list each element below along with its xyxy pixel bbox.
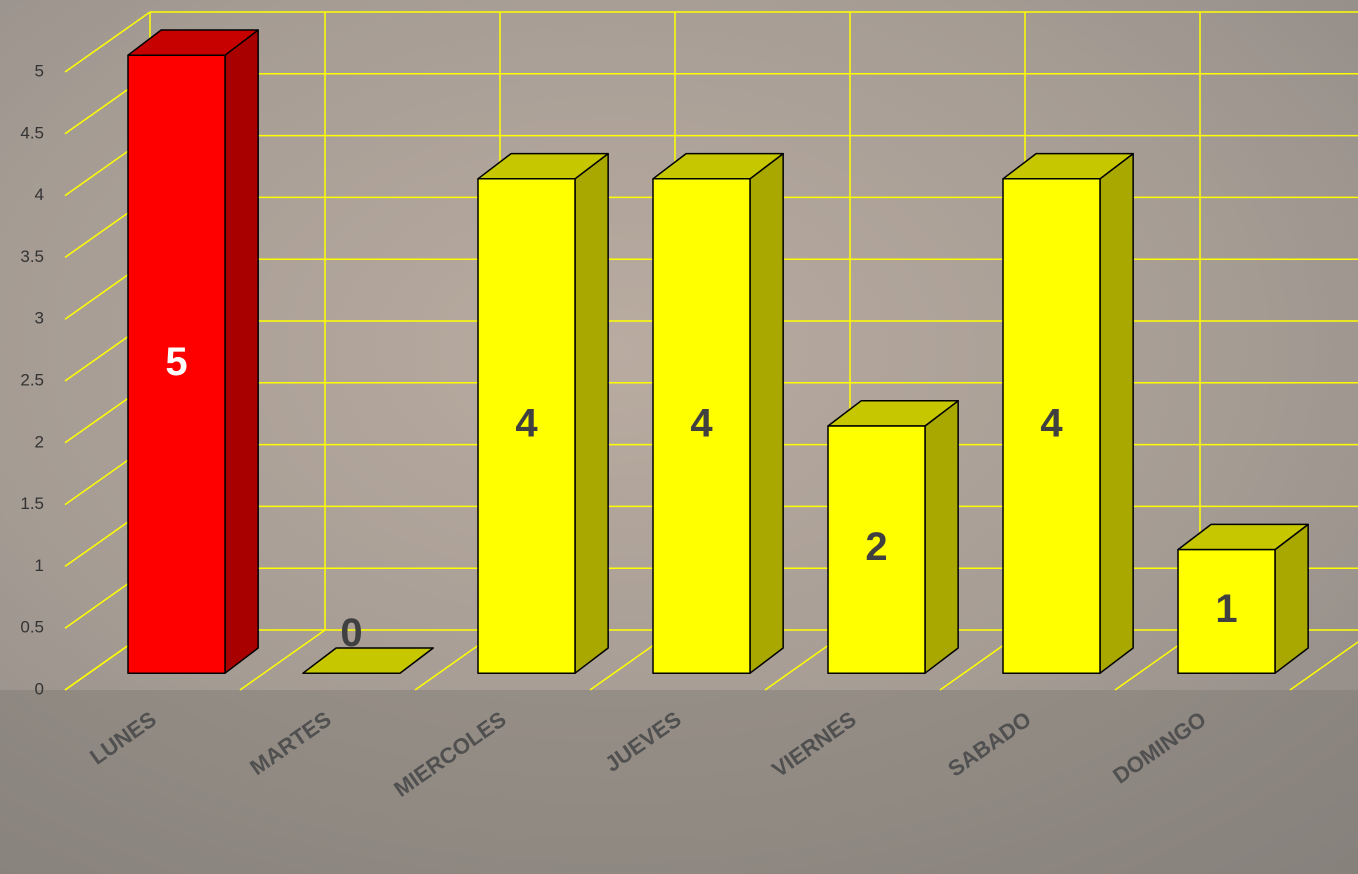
y-tick-label: 0.5	[20, 618, 44, 637]
data-label: 4	[515, 402, 538, 446]
y-tick-label: 5	[35, 61, 44, 80]
grid-line	[64, 11, 151, 73]
floor-grid-line	[239, 629, 326, 691]
data-label: 4	[1040, 402, 1063, 446]
data-label: 0	[340, 611, 362, 655]
y-tick-label: 0	[35, 679, 44, 698]
bar-side	[224, 29, 259, 674]
bar-top	[302, 647, 434, 674]
y-tick-label: 4.5	[20, 123, 44, 142]
floor-shade	[0, 690, 1358, 874]
data-label: 5	[165, 340, 187, 384]
bar	[827, 425, 926, 674]
data-label: 4	[690, 402, 713, 446]
y-tick-label: 1.5	[20, 494, 44, 513]
y-tick-label: 4	[35, 185, 44, 204]
y-tick-label: 1	[35, 556, 44, 575]
bar-side	[924, 400, 959, 674]
bar	[127, 54, 226, 674]
floor-grid-line	[1289, 641, 1358, 691]
y-tick-label: 2.5	[20, 370, 44, 389]
bar-side	[749, 152, 784, 674]
y-tick-label: 3	[35, 309, 44, 328]
bar-side	[1099, 152, 1134, 674]
y-tick-label: 3.5	[20, 247, 44, 266]
bar	[1177, 548, 1276, 674]
bar	[652, 178, 751, 674]
data-label: 2	[865, 525, 887, 569]
bar	[1002, 178, 1101, 674]
bar-side	[574, 152, 609, 674]
y-tick-label: 2	[35, 432, 44, 451]
bar	[477, 178, 576, 674]
data-label: 1	[1215, 587, 1237, 631]
